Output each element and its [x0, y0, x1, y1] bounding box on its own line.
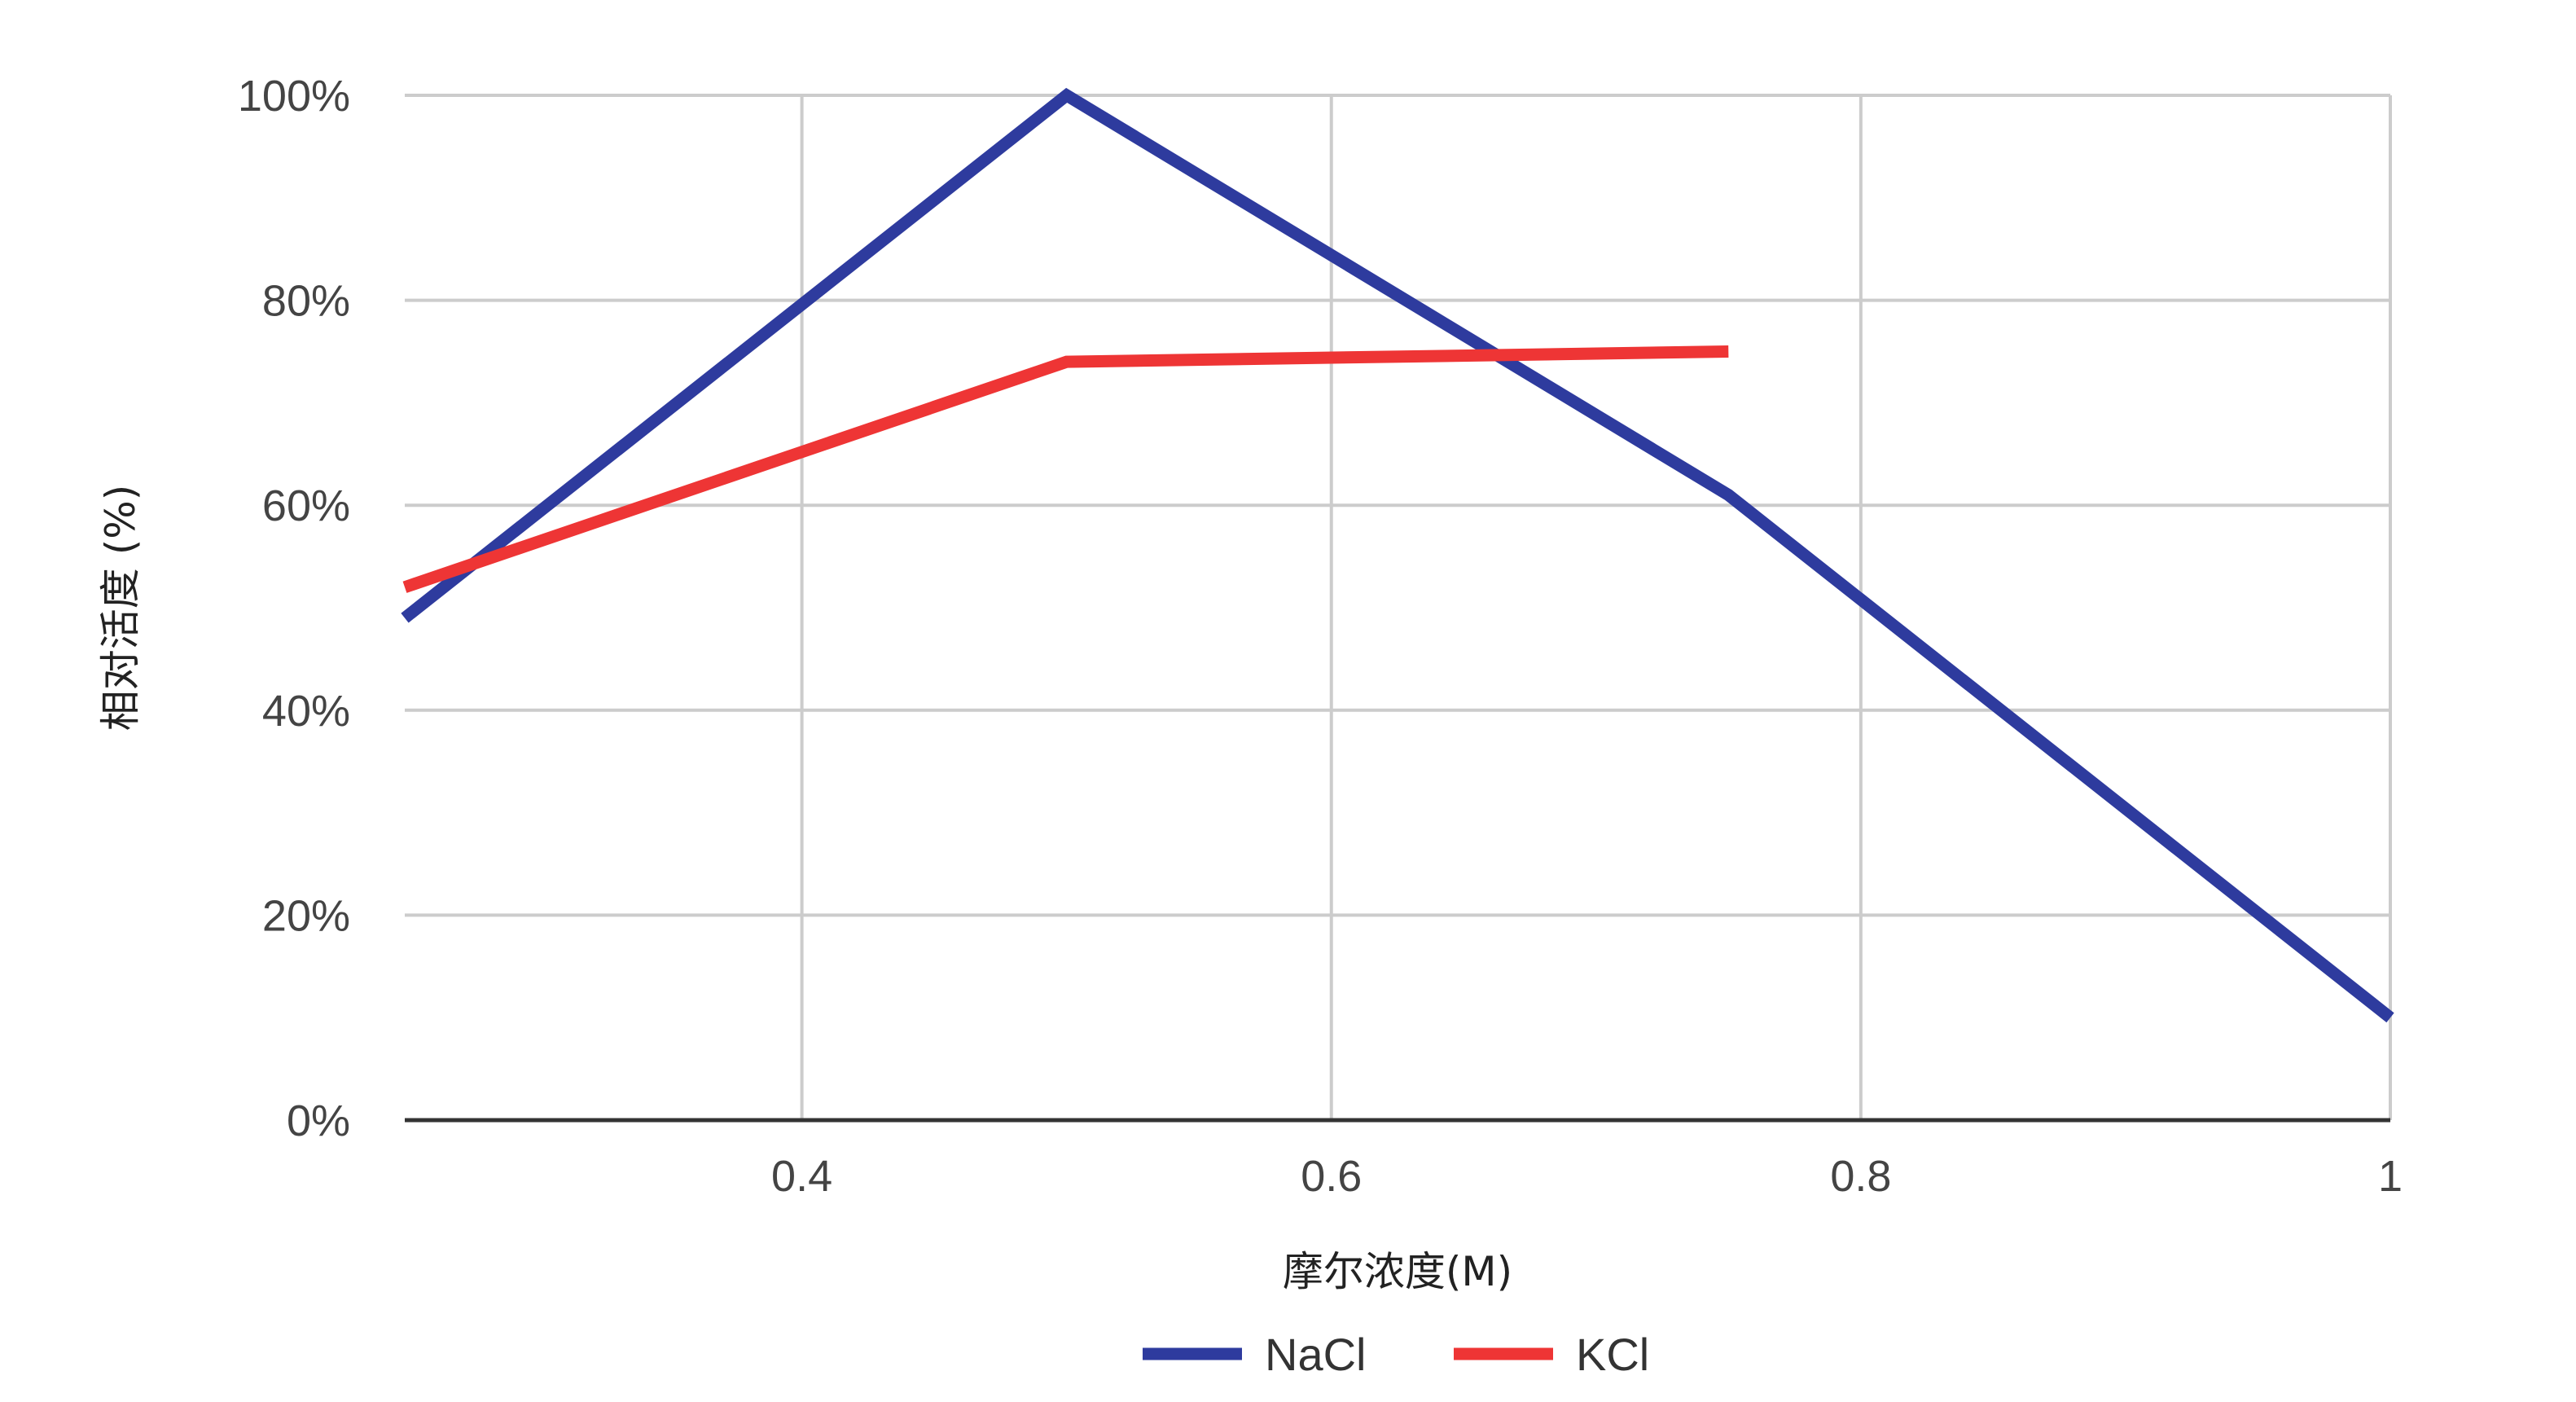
- legend: NaCl KCl: [1143, 1329, 1649, 1380]
- y-tick-label: 100%: [238, 72, 350, 121]
- series-line-kcl: [402, 345, 1729, 593]
- axis-layer: 0% 20% 40% 60% 80% 100% 0.4 0.6 0.8 1: [238, 72, 2403, 1201]
- y-tick-label: 40%: [262, 687, 350, 736]
- series-layer: [401, 87, 2394, 1023]
- label-layer: 摩尔浓度(M) 相对活度 (%): [97, 485, 1512, 1295]
- y-tick-label: 20%: [262, 891, 350, 940]
- x-axis-title: 摩尔浓度(M): [1283, 1248, 1512, 1295]
- x-tick-label: 0.6: [1301, 1152, 1362, 1201]
- legend-label: NaCl: [1265, 1329, 1366, 1380]
- y-tick-label: 80%: [262, 277, 350, 326]
- y-axis-title: 相对活度 (%): [97, 485, 144, 731]
- legend-label: KCl: [1576, 1329, 1649, 1380]
- legend-item-nacl: NaCl: [1143, 1329, 1366, 1380]
- x-tick-label: 0.8: [1830, 1152, 1891, 1201]
- series-line-nacl: [401, 87, 2394, 1023]
- y-tick-label: 60%: [262, 481, 350, 530]
- grid-layer: [405, 94, 2392, 1120]
- x-tick-label: 0.4: [771, 1152, 832, 1201]
- legend-item-kcl: KCl: [1454, 1329, 1649, 1380]
- x-tick-label: 1: [2378, 1152, 2403, 1201]
- y-tick-label: 0%: [287, 1097, 350, 1145]
